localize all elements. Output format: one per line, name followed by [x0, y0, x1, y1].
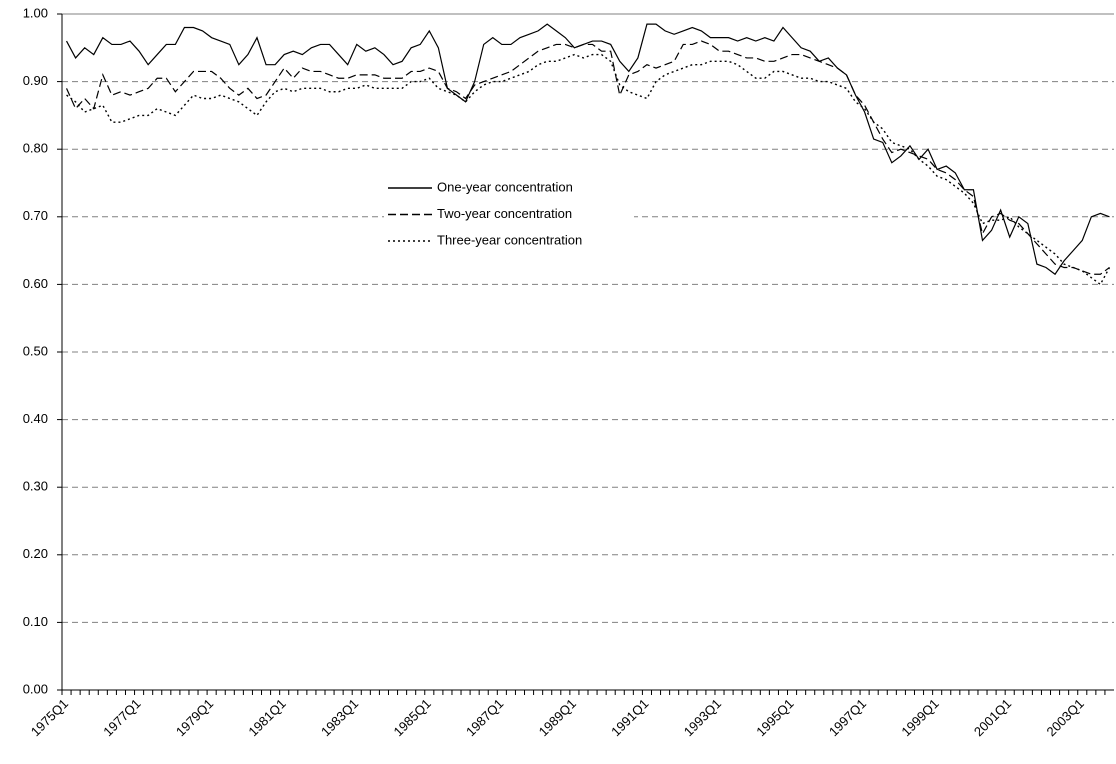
series-line: [65, 40, 1110, 275]
x-tick-label: 1999Q1: [898, 696, 941, 739]
y-tick-label: 0.10: [23, 614, 48, 629]
series-line: [66, 53, 1111, 286]
x-tick-label: 1997Q1: [826, 696, 869, 739]
x-tick-label: 1975Q1: [28, 696, 71, 739]
y-tick-label: 0.30: [23, 479, 48, 494]
y-tick-label: 0.80: [23, 141, 48, 156]
x-tick-label: 1979Q1: [173, 696, 216, 739]
y-tick-label: 0.50: [23, 343, 48, 358]
x-tick-label: 1981Q1: [245, 696, 288, 739]
legend-label: Two-year concentration: [437, 206, 572, 221]
y-tick-label: 0.20: [23, 546, 48, 561]
x-tick-label: 2003Q1: [1043, 696, 1086, 739]
y-tick-label: 1.00: [23, 5, 48, 20]
series-line: [66, 23, 1110, 276]
x-tick-label: 1985Q1: [391, 696, 434, 739]
x-tick-label: 1989Q1: [536, 696, 579, 739]
legend-label: One-year concentration: [437, 179, 573, 194]
y-tick-label: 0.00: [23, 681, 48, 696]
y-tick-label: 0.70: [23, 208, 48, 223]
legend-label: Three-year concentration: [437, 232, 582, 247]
y-tick-label: 0.60: [23, 276, 48, 291]
x-tick-label: 1983Q1: [318, 696, 361, 739]
x-tick-label: 1987Q1: [463, 696, 506, 739]
x-tick-label: 1977Q1: [100, 696, 143, 739]
y-tick-label: 0.40: [23, 411, 48, 426]
x-tick-label: 2001Q1: [971, 696, 1014, 739]
x-tick-label: 1993Q1: [681, 696, 724, 739]
y-tick-label: 0.90: [23, 73, 48, 88]
legend: One-year concentration Two-year concentra…: [384, 175, 634, 255]
x-tick-label: 1995Q1: [753, 696, 796, 739]
x-tick-label: 1991Q1: [608, 696, 651, 739]
